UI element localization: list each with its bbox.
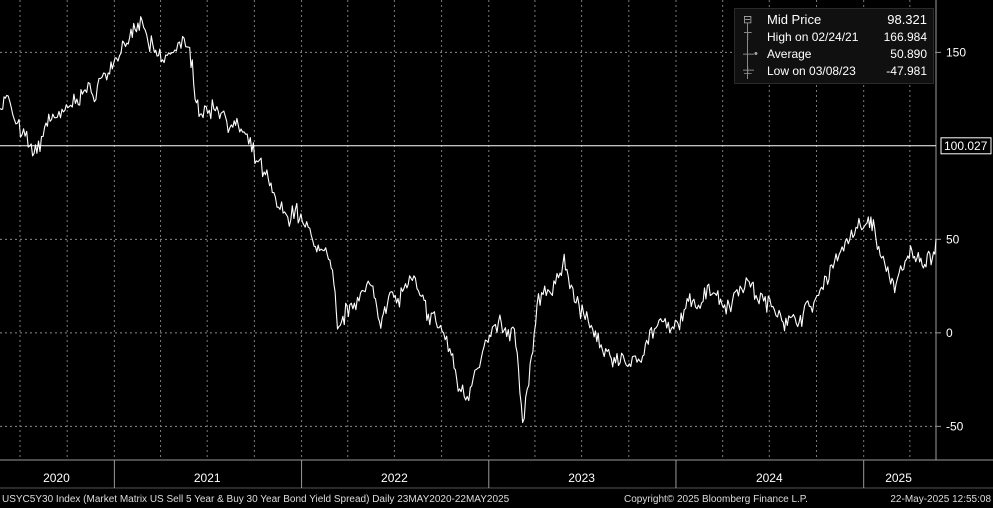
legend-row-low: Low on 03/08/23 -47.981 (767, 63, 927, 79)
x-tick-label: 2024 (756, 471, 783, 485)
y-axis: 150 50 0 -50 (935, 0, 966, 460)
legend-row-high: High on 02/24/21 166.984 (767, 29, 927, 45)
legend-connector (747, 23, 748, 79)
legend-label: Average (767, 47, 812, 61)
legend-row-mid-price: Mid Price 98.321 (767, 12, 927, 28)
collapse-box-icon: ⊟ (743, 14, 753, 26)
y-tick-label: -50 (946, 419, 964, 433)
footer-description: USYC5Y30 Index (Market Matrix US Sell 5 … (2, 494, 510, 505)
x-tick-label: 2020 (43, 471, 70, 485)
x-tick-label: 2025 (885, 471, 912, 485)
legend-row-average: Average 50.890 (767, 46, 927, 62)
x-tick-label: 2022 (381, 471, 408, 485)
high-marker-icon: ⊤ (743, 29, 763, 45)
x-axis: 2020 2021 2022 2023 2024 2025 (0, 459, 993, 489)
current-value-label: 100.027 (944, 139, 988, 153)
legend-label: Mid Price (767, 12, 822, 27)
legend-value: 166.984 (883, 30, 927, 44)
y-tick-label: 150 (946, 45, 966, 59)
y-tick-label: 50 (946, 232, 960, 246)
series-line-mid-price (0, 16, 937, 424)
chart-legend: ⊟ Mid Price 98.321 ⊤ High on 02/24/21 16… (734, 8, 934, 84)
footer-copyright: Copyright© 2025 Bloomberg Finance L.P. (624, 494, 808, 505)
footer-timestamp: 22-May-2025 12:55:08 (890, 494, 991, 505)
legend-value: -47.981 (886, 64, 927, 78)
legend-value: 98.321 (887, 12, 927, 27)
legend-value: 50.890 (890, 47, 927, 61)
current-value-label-group: 100.027 (940, 137, 992, 155)
x-tick-label: 2023 (568, 471, 595, 485)
current-value-label-box (940, 137, 992, 155)
average-marker-icon: —•— (743, 48, 758, 76)
y-tick-label: 0 (946, 326, 953, 340)
x-tick-label: 2021 (194, 471, 221, 485)
legend-label: High on 02/24/21 (767, 30, 859, 44)
legend-label: Low on 03/08/23 (767, 64, 856, 78)
low-marker-icon: ⊥ (743, 63, 763, 79)
